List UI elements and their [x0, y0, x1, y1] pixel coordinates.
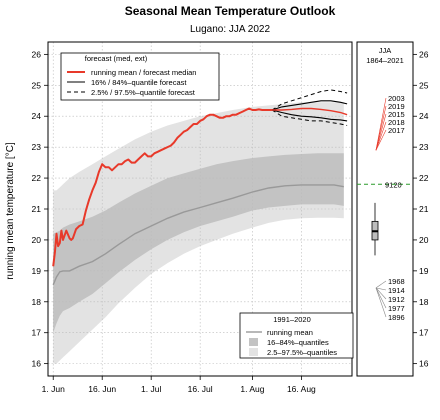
x-tick-label: 1. Aug [240, 384, 264, 394]
side-y-tick-label: 26 [419, 49, 429, 59]
rank-year-top: 2003 [388, 94, 405, 103]
forecast-legend-label: 16% / 84%–quantile forecast [91, 78, 187, 87]
x-tick-label: 16. Jun [88, 384, 116, 394]
forecast-legend-title: forecast (med, ext) [85, 54, 148, 63]
x-tick-label: 1. Jun [42, 384, 65, 394]
rank-line-bottom [375, 280, 387, 289]
rank-year-bottom: 1896 [388, 313, 405, 322]
side-panel-subtitle: 1864–2021 [366, 56, 404, 65]
climate-legend-swatch [249, 348, 258, 356]
side-y-tick-label: 25 [419, 80, 429, 90]
side-y-tick-label: 17 [419, 328, 429, 338]
forecast-q84-line [271, 100, 348, 111]
y-tick-label: 20 [32, 235, 42, 245]
rank-line-top [375, 105, 387, 151]
x-tick-label: 1. Jul [141, 384, 161, 394]
side-y-tick-label: 24 [419, 111, 429, 121]
main-plot-area: 16 17 18 19 20 21 22 23 24 25 26 1. Jun 16. Jun 1. Ju… [32, 41, 354, 394]
rank-line-bottom [375, 287, 387, 309]
x-tick-label: 16. Aug [287, 384, 316, 394]
reference-label: 9120 [385, 180, 402, 189]
side-y-tick-label: 19 [419, 266, 429, 276]
forecast-legend-box [60, 52, 220, 101]
rank-year-bottom: 1912 [388, 295, 405, 304]
rank-year-top: 2017 [388, 126, 405, 135]
y-tick-label: 21 [32, 204, 42, 214]
side-y-tick-label: 22 [419, 173, 429, 183]
climate-legend-title: 1991–2020 [273, 315, 311, 324]
x-tick-label: 16. Jul [188, 384, 213, 394]
forecast-median-line [272, 107, 348, 116]
side-y-tick-label: 23 [419, 142, 429, 152]
forecast-q975-line [271, 89, 348, 111]
rank-line-bottom [375, 287, 387, 300]
side-panel-frame [356, 41, 414, 377]
y-tick-label: 25 [32, 80, 42, 90]
rank-year-bottom: 1914 [388, 286, 405, 295]
rank-line-top [375, 121, 387, 151]
forecast-q16-line [271, 109, 348, 122]
rank-year-bottom: 1977 [388, 304, 405, 313]
climate-legend-label: 2.5–97.5%–quantiles [267, 348, 337, 357]
forecast-q025-line [271, 109, 348, 126]
rank-line-top [375, 113, 387, 151]
rank-line-bottom [375, 287, 387, 318]
climate-band-16-84 [53, 153, 344, 333]
observed-running-mean-line [52, 107, 272, 267]
rank-year-top: 2015 [388, 110, 405, 119]
side-panel-title: JJA [379, 46, 392, 55]
chart-title: Seasonal Mean Temperature Outlook [125, 4, 336, 18]
climate-legend-label: 16–84%–quantiles [267, 338, 329, 347]
y-tick-label: 23 [32, 142, 42, 152]
chart-subtitle: Lugano: JJA 2022 [190, 24, 271, 35]
climate-mean-line [52, 184, 344, 286]
forecast-legend-label: running mean / forecast median [91, 68, 196, 77]
side-y-tick-label: 21 [419, 204, 429, 214]
rank-line-top [375, 129, 387, 151]
y-tick-label: 26 [32, 49, 42, 59]
climate-legend-box [239, 312, 354, 359]
rank-year-bottom: 1968 [388, 277, 405, 286]
rank-line-bottom [375, 287, 387, 291]
y-tick-label: 16 [32, 359, 42, 369]
side-y-tick-label: 16 [419, 359, 429, 369]
forecast-legend-label: 2.5% / 97.5%–quantile forecast [91, 88, 196, 97]
y-tick-label: 17 [32, 328, 42, 338]
y-tick-label: 19 [32, 266, 42, 276]
side-y-tick-label: 18 [419, 297, 429, 307]
rank-year-top: 2018 [388, 118, 405, 127]
plot-content [48, 42, 352, 376]
y-tick-label: 22 [32, 173, 42, 183]
y-tick-label: 24 [32, 111, 42, 121]
side-y-tick-label: 20 [419, 235, 429, 245]
y-axis-label: running mean temperature [°C] [5, 142, 16, 280]
climate-legend-label: running mean [267, 328, 313, 337]
climate-legend-swatch [249, 338, 258, 346]
rank-year-top: 2019 [388, 102, 405, 111]
y-tick-label: 18 [32, 297, 42, 307]
